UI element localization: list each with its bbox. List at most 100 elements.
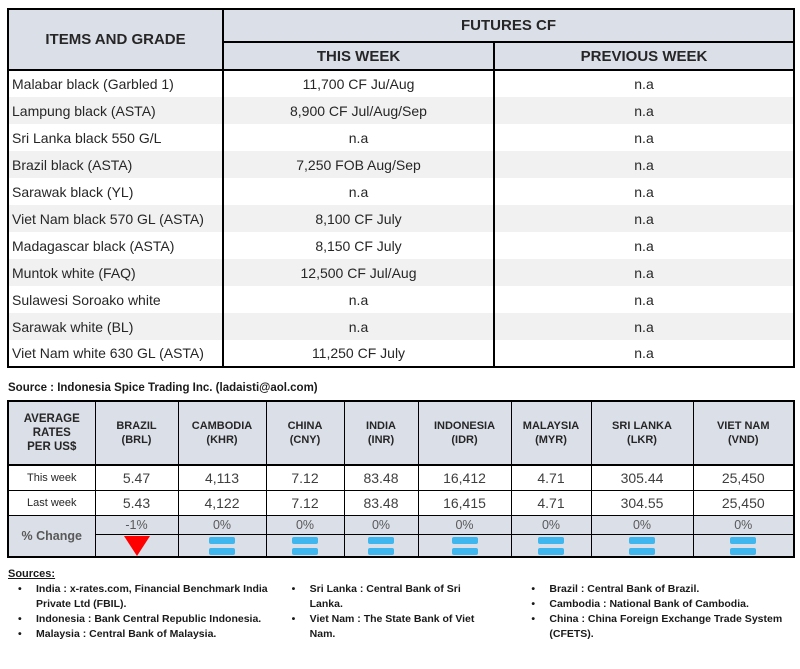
rate-value: 83.48 bbox=[343, 489, 419, 516]
this-week-value: 8,100 CF July bbox=[222, 205, 495, 232]
previous-week-value: n.a bbox=[493, 151, 795, 178]
row-label-pct-change: % Change bbox=[7, 514, 96, 558]
pct-change-value: 0% bbox=[343, 514, 419, 535]
item-name: Malabar black (Garbled 1) bbox=[7, 70, 224, 97]
previous-week-value: n.a bbox=[493, 205, 795, 232]
trend-equal-icon bbox=[628, 536, 656, 555]
country-name: VIET NAM bbox=[716, 420, 770, 432]
previous-week-value: n.a bbox=[493, 70, 795, 97]
rate-value: 304.55 bbox=[590, 489, 694, 516]
item-name: Viet Nam white 630 GL (ASTA) bbox=[7, 340, 224, 367]
header-items-and-grade: ITEMS AND GRADE bbox=[7, 8, 224, 71]
previous-week-value: n.a bbox=[493, 259, 795, 286]
header-average-rates: AVERAGE RATES PER US$ bbox=[7, 400, 96, 466]
table-row: Lampung black (ASTA) 8,900 CF Jul/Aug/Se… bbox=[7, 97, 795, 124]
source-item: Viet Nam : The State Bank of Viet Nam. bbox=[282, 612, 492, 642]
table-row: Last week 5.43 4,122 7.12 83.48 16,415 4… bbox=[7, 489, 795, 516]
row-label-last-week: Last week bbox=[7, 489, 96, 516]
this-week-value: n.a bbox=[222, 313, 495, 340]
country-name: SRI LANKA bbox=[612, 420, 672, 432]
source-item: Sri Lanka : Central Bank of Sri Lanka. bbox=[282, 582, 492, 612]
currency-code: (BRL) bbox=[121, 434, 152, 446]
trend-equal-icon bbox=[367, 536, 395, 555]
pct-change-value: -1% bbox=[94, 514, 179, 535]
previous-week-value: n.a bbox=[493, 340, 795, 367]
this-week-value: 7,250 FOB Aug/Sep bbox=[222, 151, 495, 178]
currency-code: (IDR) bbox=[451, 434, 478, 446]
previous-week-value: n.a bbox=[493, 124, 795, 151]
sources-section: Sources: India : x-rates.com, Financial … bbox=[8, 568, 793, 642]
header-country-cambodia: CAMBODIA (KHR) bbox=[177, 400, 267, 466]
table-row: Viet Nam white 630 GL (ASTA) 11,250 CF J… bbox=[7, 340, 795, 367]
this-week-value: 11,250 CF July bbox=[222, 340, 495, 367]
item-name: Sarawak white (BL) bbox=[7, 313, 224, 340]
previous-week-value: n.a bbox=[493, 97, 795, 124]
trend-cell bbox=[510, 533, 592, 558]
trend-cell bbox=[417, 533, 512, 558]
trend-equal-icon bbox=[729, 536, 757, 555]
rate-value: 16,415 bbox=[417, 489, 512, 516]
previous-week-value: n.a bbox=[493, 313, 795, 340]
header-this-week: THIS WEEK bbox=[222, 41, 495, 71]
corner-label: AVERAGE RATES PER US$ bbox=[23, 413, 80, 453]
table-row bbox=[8, 533, 795, 558]
pct-change-value: 0% bbox=[510, 514, 592, 535]
rate-value: 5.47 bbox=[94, 464, 179, 491]
rate-value: 5.43 bbox=[94, 489, 179, 516]
item-name: Muntok white (FAQ) bbox=[7, 259, 224, 286]
source-item: India : x-rates.com, Financial Benchmark… bbox=[8, 582, 278, 612]
source-item: China : China Foreign Exchange Trade Sys… bbox=[521, 612, 793, 642]
country-name: CHINA bbox=[287, 420, 323, 432]
trend-equal-icon bbox=[291, 536, 319, 555]
item-name: Sarawak black (YL) bbox=[7, 178, 224, 205]
trend-down-icon bbox=[123, 535, 151, 556]
currency-code: (INR) bbox=[367, 434, 395, 446]
trend-cell bbox=[265, 533, 345, 558]
pct-change-value: 0% bbox=[417, 514, 512, 535]
table-row: Sarawak white (BL) n.a n.a bbox=[7, 313, 795, 340]
currency-code: (VND) bbox=[727, 434, 759, 446]
rate-value: 7.12 bbox=[265, 464, 345, 491]
header-country-india: INDIA (INR) bbox=[343, 400, 419, 466]
country-name: CAMBODIA bbox=[191, 420, 253, 432]
this-week-value: n.a bbox=[222, 124, 495, 151]
this-week-value: 11,700 CF Ju/Aug bbox=[222, 70, 495, 97]
source-item: Indonesia : Bank Central Republic Indone… bbox=[8, 612, 278, 627]
item-name: Brazil black (ASTA) bbox=[7, 151, 224, 178]
sources-column-3: Brazil : Central Bank of Brazil. Cambodi… bbox=[521, 582, 793, 642]
sources-column-2: Sri Lanka : Central Bank of Sri Lanka. V… bbox=[282, 582, 492, 642]
item-name: Viet Nam black 570 GL (ASTA) bbox=[7, 205, 224, 232]
source-item: Malaysia : Central Bank of Malaysia. bbox=[8, 627, 278, 642]
rate-value: 7.12 bbox=[265, 489, 345, 516]
item-name: Sulawesi Soroako white bbox=[7, 286, 224, 313]
header-futures-cf: FUTURES CF bbox=[222, 8, 795, 43]
header-country-indonesia: INDONESIA (IDR) bbox=[417, 400, 512, 466]
trend-equal-icon bbox=[451, 536, 479, 555]
header-country-sri-lanka: SRI LANKA (LKR) bbox=[590, 400, 694, 466]
previous-week-value: n.a bbox=[493, 232, 795, 259]
trend-cell bbox=[343, 533, 419, 558]
pct-change-value: 0% bbox=[590, 514, 694, 535]
table-row: Sri Lanka black 550 G/L n.a n.a bbox=[7, 124, 795, 151]
source-note: Source : Indonesia Spice Trading Inc. (l… bbox=[8, 382, 318, 394]
rate-value: 16,412 bbox=[417, 464, 512, 491]
rate-value: 83.48 bbox=[343, 464, 419, 491]
trend-equal-icon bbox=[208, 536, 236, 555]
trend-cell bbox=[590, 533, 694, 558]
item-name: Madagascar black (ASTA) bbox=[7, 232, 224, 259]
sources-heading: Sources: bbox=[8, 568, 56, 580]
country-name: INDONESIA bbox=[433, 420, 496, 432]
table-row: % Change -1% 0% 0% 0% 0% 0% 0% 0% bbox=[7, 514, 795, 558]
table-row: Brazil black (ASTA) 7,250 FOB Aug/Sep n.… bbox=[7, 151, 795, 178]
exchange-rates-table: AVERAGE RATES PER US$ BRAZIL (BRL) CAMBO… bbox=[7, 400, 795, 558]
country-name: INDIA bbox=[366, 420, 396, 432]
trend-cell bbox=[177, 533, 267, 558]
this-week-value: 8,900 CF Jul/Aug/Sep bbox=[222, 97, 495, 124]
rate-value: 25,450 bbox=[692, 489, 795, 516]
this-week-value: 8,150 CF July bbox=[222, 232, 495, 259]
this-week-value: n.a bbox=[222, 178, 495, 205]
header-country-brazil: BRAZIL (BRL) bbox=[94, 400, 179, 466]
trend-cell bbox=[94, 533, 179, 558]
rate-value: 4.71 bbox=[510, 464, 592, 491]
previous-week-value: n.a bbox=[493, 178, 795, 205]
